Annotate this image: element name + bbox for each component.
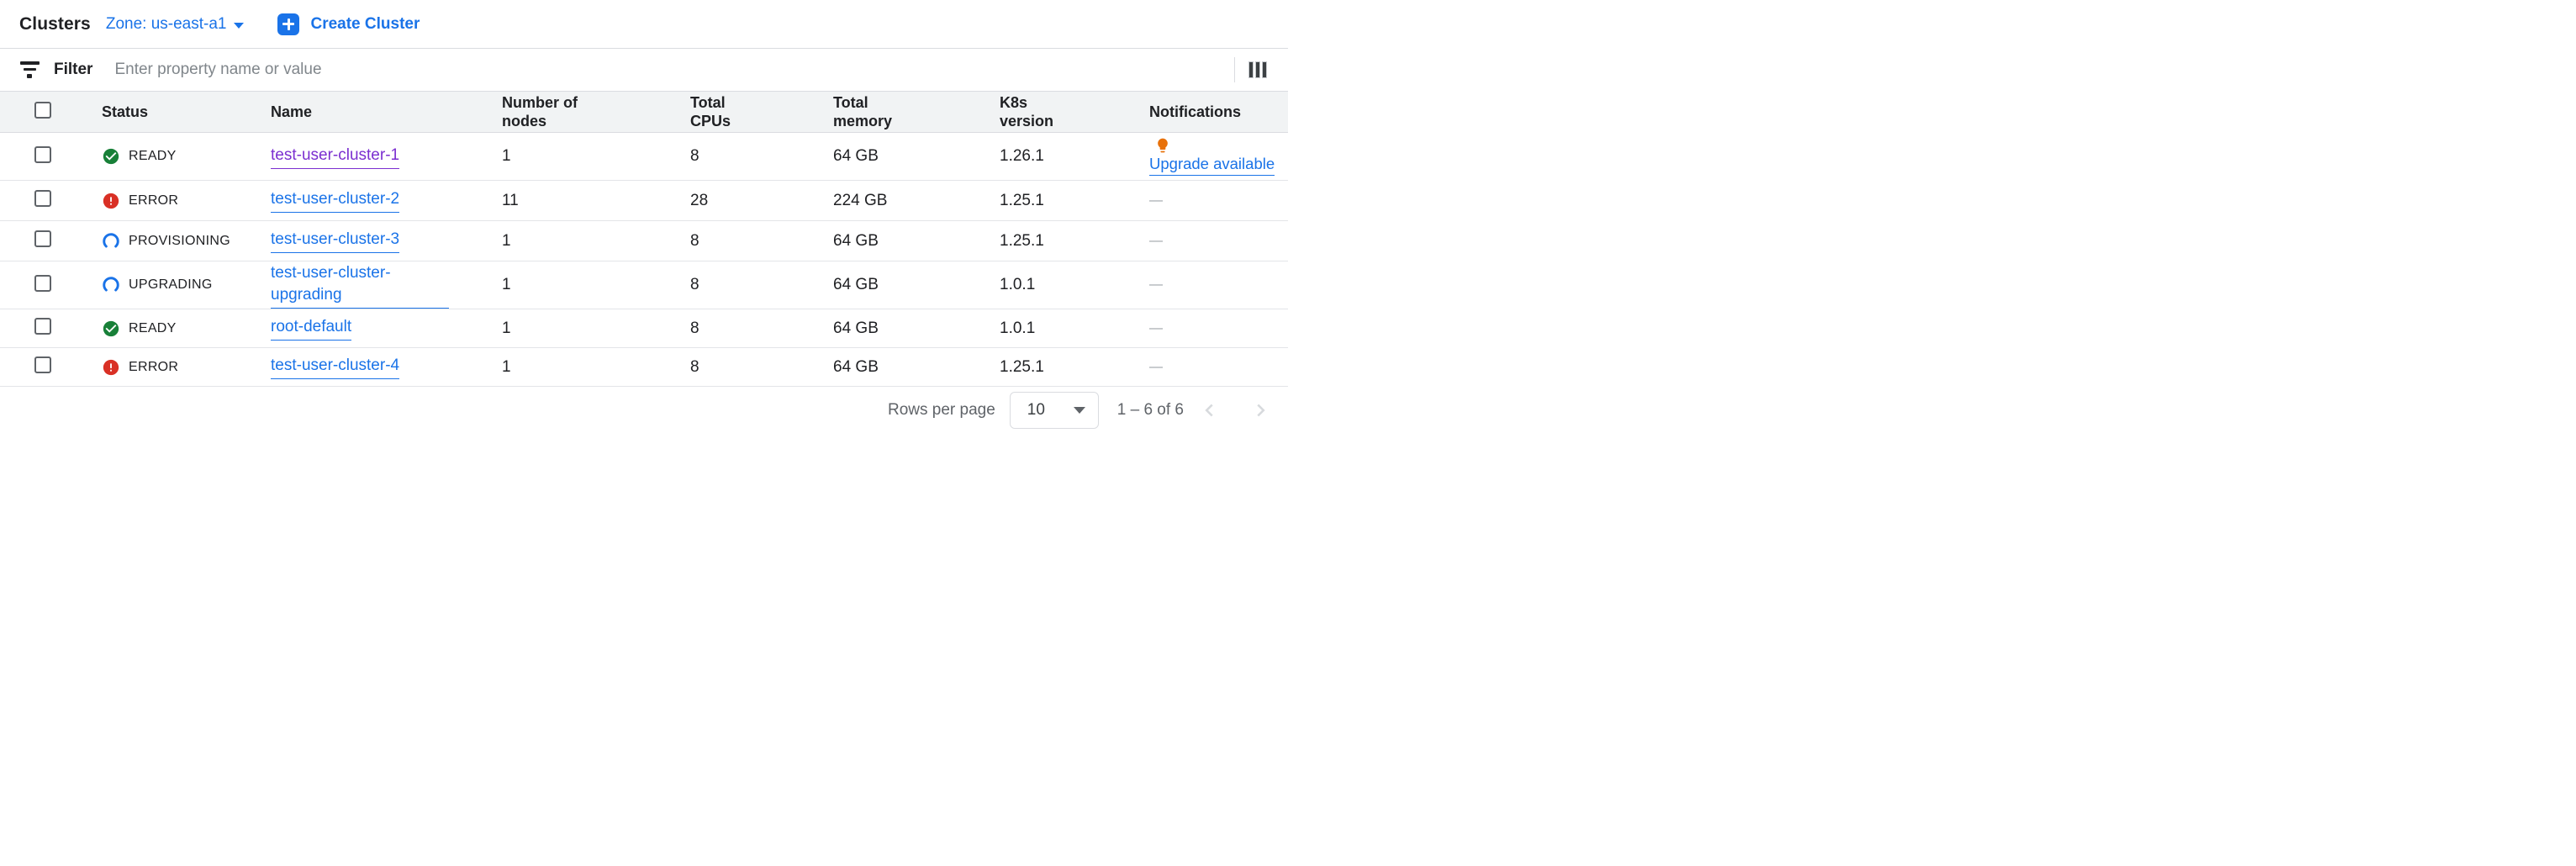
k8s-version-value: 1.0.1 — [1000, 319, 1036, 337]
check-circle-icon — [103, 320, 119, 336]
column-header-cpus: Total CPUs — [690, 94, 731, 129]
table-row: READY root-default 1 8 64 GB 1.0.1 — — [0, 309, 1288, 348]
column-header-memory: Total memory — [833, 94, 893, 129]
cluster-name-link[interactable]: test-user-cluster-upgrading — [271, 262, 449, 309]
memory-value: 224 GB — [833, 191, 888, 209]
next-page-button[interactable] — [1246, 396, 1275, 425]
column-header-name: Name — [271, 103, 313, 120]
cpus-value: 8 — [690, 357, 699, 376]
empty-notification: — — [1149, 320, 1163, 335]
table-row: ERROR test-user-cluster-4 1 8 64 GB 1.25… — [0, 348, 1288, 387]
cluster-name-link[interactable]: test-user-cluster-2 — [271, 188, 400, 213]
k8s-version-value: 1.25.1 — [1000, 191, 1044, 209]
cpus-value: 28 — [690, 191, 709, 209]
column-header-status: Status — [102, 103, 149, 120]
select-all-checkbox[interactable] — [34, 101, 51, 119]
table-header-row: Status Name Number of nodes Total CPUs T… — [0, 92, 1288, 133]
filter-icon — [19, 61, 40, 78]
page-title: Clusters — [19, 13, 91, 34]
memory-value: 64 GB — [833, 147, 879, 165]
cluster-name-link[interactable]: test-user-cluster-4 — [271, 355, 400, 379]
nodes-value: 11 — [502, 191, 519, 209]
check-circle-icon — [103, 148, 119, 165]
table-row: ERROR test-user-cluster-2 11 28 224 GB 1… — [0, 181, 1288, 221]
nodes-value: 1 — [502, 231, 511, 250]
cpus-value: 8 — [690, 276, 699, 293]
k8s-version-value: 1.0.1 — [1000, 276, 1036, 293]
filter-input[interactable] — [114, 61, 1234, 79]
cpus-value: 8 — [690, 231, 699, 250]
cluster-name-link[interactable]: test-user-cluster-1 — [271, 145, 400, 169]
chevron-right-icon — [1257, 404, 1265, 416]
status-label: UPGRADING — [129, 277, 213, 292]
filter-bar: Filter — [0, 49, 1288, 92]
zone-selector-label[interactable]: Zone: us-east-a1 — [105, 14, 227, 33]
page-header: Clusters Zone: us-east-a1 Create Cluster — [0, 0, 1288, 49]
empty-notification: — — [1149, 233, 1163, 248]
cluster-name-link[interactable]: test-user-cluster-3 — [271, 229, 400, 253]
rows-per-page-select[interactable]: 10 — [1009, 391, 1099, 429]
filter-bar-divider — [1234, 57, 1235, 82]
spinner-icon — [103, 232, 119, 250]
dropdown-arrow-icon — [1073, 406, 1085, 414]
status-label: READY — [129, 149, 177, 163]
empty-notification: — — [1149, 359, 1163, 374]
column-header-k8s: K8s version — [1000, 94, 1054, 129]
lightbulb-icon — [1158, 138, 1168, 153]
zone-dropdown-arrow-icon — [234, 22, 245, 29]
nodes-value: 1 — [502, 276, 511, 293]
memory-value: 64 GB — [833, 319, 879, 337]
row-checkbox[interactable] — [34, 274, 51, 292]
table-row: UPGRADING test-user-cluster-upgrading 1 … — [0, 261, 1288, 309]
nodes-value: 1 — [502, 357, 511, 376]
cluster-name-link[interactable]: root-default — [271, 316, 352, 341]
cpus-value: 8 — [690, 147, 699, 165]
memory-value: 64 GB — [833, 357, 879, 376]
empty-notification: — — [1149, 193, 1163, 208]
status-label: ERROR — [129, 193, 179, 208]
upgrade-available-link[interactable]: Upgrade available — [1149, 155, 1275, 176]
rows-per-page-label: Rows per page — [887, 400, 995, 419]
nodes-value: 1 — [502, 319, 511, 337]
column-header-notifications: Notifications — [1149, 103, 1242, 120]
create-cluster-label: Create Cluster — [310, 14, 420, 33]
create-cluster-button[interactable]: Create Cluster — [277, 13, 420, 35]
clusters-page: Clusters Zone: us-east-a1 Create Cluster… — [0, 0, 1288, 433]
zone-selector[interactable]: Zone: us-east-a1 — [106, 15, 245, 34]
memory-value: 64 GB — [833, 276, 879, 293]
rows-per-page-value: 10 — [1027, 400, 1045, 419]
status-label: READY — [129, 320, 177, 335]
page-range-label: 1 – 6 of 6 — [1116, 400, 1184, 419]
table-row: READY test-user-cluster-1 1 8 64 GB 1.26… — [0, 133, 1288, 181]
column-header-nodes: Number of nodes — [502, 94, 578, 129]
chevron-left-icon — [1205, 404, 1213, 416]
spinner-icon — [103, 277, 119, 293]
row-checkbox[interactable] — [34, 145, 51, 163]
k8s-version-value: 1.25.1 — [1000, 231, 1044, 250]
add-icon — [277, 13, 300, 35]
filter-label: Filter — [54, 61, 93, 78]
previous-page-button[interactable] — [1196, 396, 1224, 425]
nodes-value: 1 — [502, 147, 511, 165]
column-display-options-icon[interactable] — [1247, 60, 1269, 80]
row-checkbox[interactable] — [34, 356, 51, 373]
cpus-value: 8 — [690, 319, 699, 337]
row-checkbox[interactable] — [34, 230, 51, 247]
k8s-version-value: 1.26.1 — [1000, 147, 1044, 165]
status-label: ERROR — [129, 359, 179, 374]
k8s-version-value: 1.25.1 — [1000, 357, 1044, 376]
table-row: PROVISIONING test-user-cluster-3 1 8 64 … — [0, 221, 1288, 261]
memory-value: 64 GB — [833, 231, 879, 250]
pagination-bar: Rows per page 10 1 – 6 of 6 — [0, 387, 1288, 433]
status-label: PROVISIONING — [129, 233, 230, 248]
row-checkbox[interactable] — [34, 318, 51, 335]
error-icon — [103, 193, 119, 209]
error-icon — [103, 359, 119, 375]
row-checkbox[interactable] — [34, 190, 51, 207]
empty-notification: — — [1149, 277, 1163, 292]
